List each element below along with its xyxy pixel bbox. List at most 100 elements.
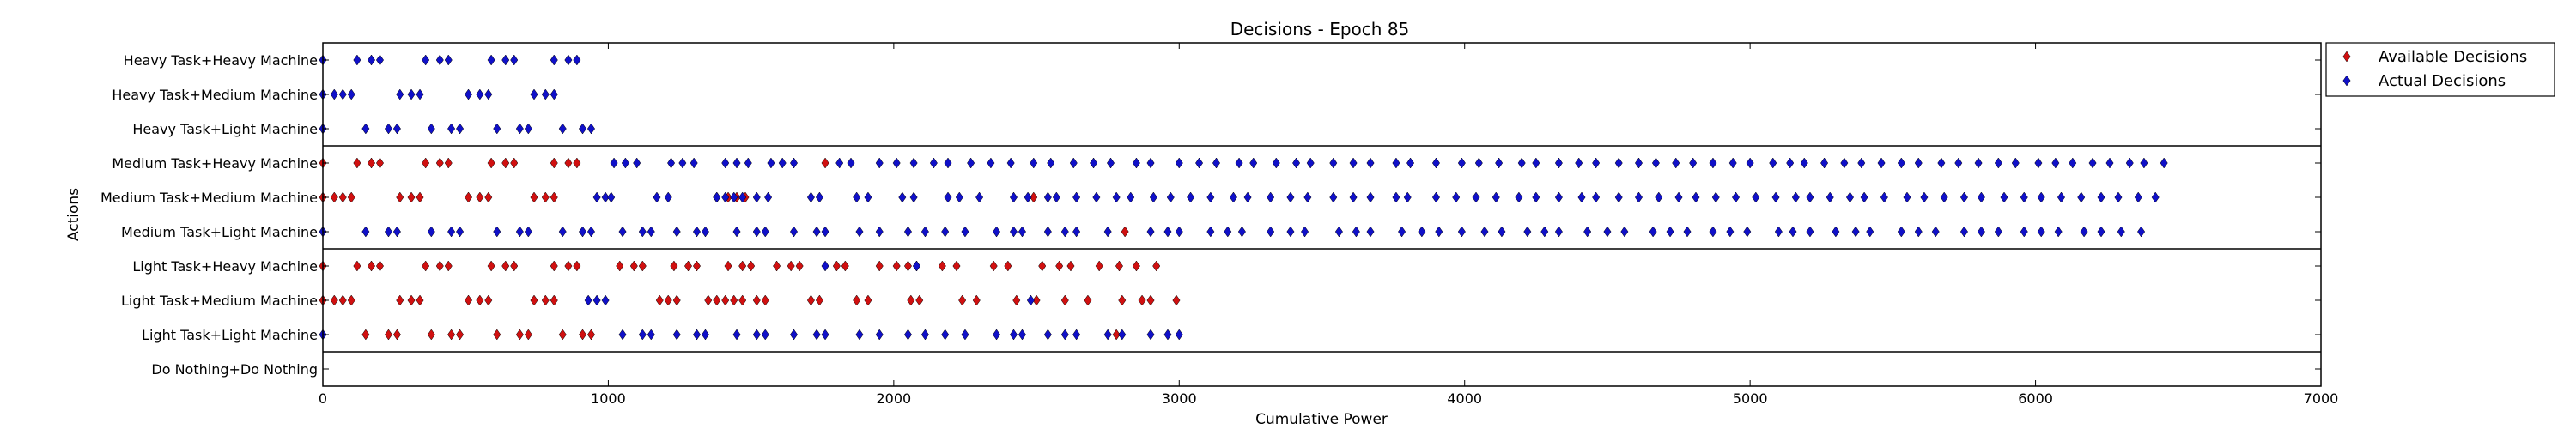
data-point <box>368 260 376 272</box>
data-point <box>1090 157 1098 169</box>
data-point <box>672 329 681 341</box>
data-point <box>1903 191 1911 203</box>
data-point <box>392 329 401 341</box>
data-point <box>944 157 952 169</box>
data-point <box>1132 260 1140 272</box>
data-point <box>1306 157 1315 169</box>
data-point <box>384 329 392 341</box>
data-point <box>487 54 495 66</box>
data-point <box>744 157 752 169</box>
data-point <box>493 329 501 341</box>
data-point <box>664 294 672 306</box>
data-point <box>2034 157 2043 169</box>
data-point <box>821 329 829 341</box>
data-point <box>806 294 815 306</box>
data-point <box>361 329 370 341</box>
data-point <box>407 191 416 203</box>
data-point <box>1498 226 1506 238</box>
data-point <box>903 260 912 272</box>
data-point <box>493 123 501 135</box>
data-point <box>692 226 701 238</box>
data-point <box>2134 191 2142 203</box>
data-point <box>701 329 709 341</box>
data-point <box>767 157 775 169</box>
data-point <box>1237 226 1246 238</box>
y-tick-label: Heavy Task+Medium Machine <box>112 87 318 103</box>
data-point <box>1666 226 1674 238</box>
data-point <box>1175 329 1183 341</box>
data-point <box>1897 157 1905 169</box>
data-point <box>550 294 558 306</box>
x-tick-label: 0 <box>319 390 327 407</box>
data-point <box>456 123 465 135</box>
data-point <box>892 157 901 169</box>
data-point <box>821 157 829 169</box>
data-point <box>338 88 347 100</box>
data-point <box>815 294 823 306</box>
data-point <box>955 191 963 203</box>
data-point <box>752 191 761 203</box>
data-point <box>1118 294 1127 306</box>
data-point <box>444 157 453 169</box>
data-point <box>550 54 558 66</box>
data-point <box>2105 157 2114 169</box>
data-point <box>909 191 918 203</box>
data-point <box>1352 226 1360 238</box>
data-point <box>2020 226 2028 238</box>
data-point <box>1292 157 1301 169</box>
data-point <box>1009 226 1018 238</box>
y-tick-label: Do Nothing+Do Nothing <box>151 361 318 378</box>
data-point <box>1418 226 1426 238</box>
data-point <box>1392 157 1400 169</box>
series-available-decisions <box>319 157 1181 341</box>
data-point <box>1732 191 1741 203</box>
data-point <box>618 226 627 238</box>
data-point <box>1857 157 1866 169</box>
data-point <box>1069 157 1078 169</box>
data-point <box>1146 226 1155 238</box>
data-point <box>1060 329 1069 341</box>
data-point <box>579 123 587 135</box>
data-point <box>510 260 519 272</box>
data-point <box>778 157 787 169</box>
data-point <box>2057 191 2065 203</box>
data-point <box>1127 191 1135 203</box>
data-point <box>541 191 550 203</box>
data-point <box>1649 226 1657 238</box>
data-point <box>2097 226 2105 238</box>
data-point <box>1112 191 1121 203</box>
data-point <box>384 226 392 238</box>
data-point <box>392 123 401 135</box>
x-axis-label: Cumulative Power <box>1255 411 1388 428</box>
x-tick-label: 5000 <box>1733 390 1768 407</box>
data-point <box>1492 191 1500 203</box>
data-point <box>1249 157 1258 169</box>
data-point <box>422 260 430 272</box>
data-point <box>875 329 884 341</box>
data-point <box>515 123 524 135</box>
data-point <box>929 157 938 169</box>
data-point <box>806 191 815 203</box>
data-point <box>1806 226 1814 238</box>
data-point <box>2114 191 2123 203</box>
x-tick-label: 2000 <box>876 390 911 407</box>
data-point <box>487 157 495 169</box>
data-point <box>1800 157 1808 169</box>
data-point <box>1866 226 1874 238</box>
data-point <box>732 329 741 341</box>
data-point <box>1914 226 1923 238</box>
data-point <box>586 123 595 135</box>
data-point <box>601 294 610 306</box>
data-point <box>1018 226 1026 238</box>
data-point <box>1267 191 1275 203</box>
data-point <box>732 157 741 169</box>
x-tick-label: 4000 <box>1447 390 1482 407</box>
data-point <box>915 294 924 306</box>
data-point <box>601 191 610 203</box>
data-point <box>892 260 901 272</box>
data-point <box>1532 191 1540 203</box>
data-point <box>1877 157 1886 169</box>
data-point <box>1038 260 1047 272</box>
data-point <box>713 191 721 203</box>
data-point <box>1683 226 1692 238</box>
